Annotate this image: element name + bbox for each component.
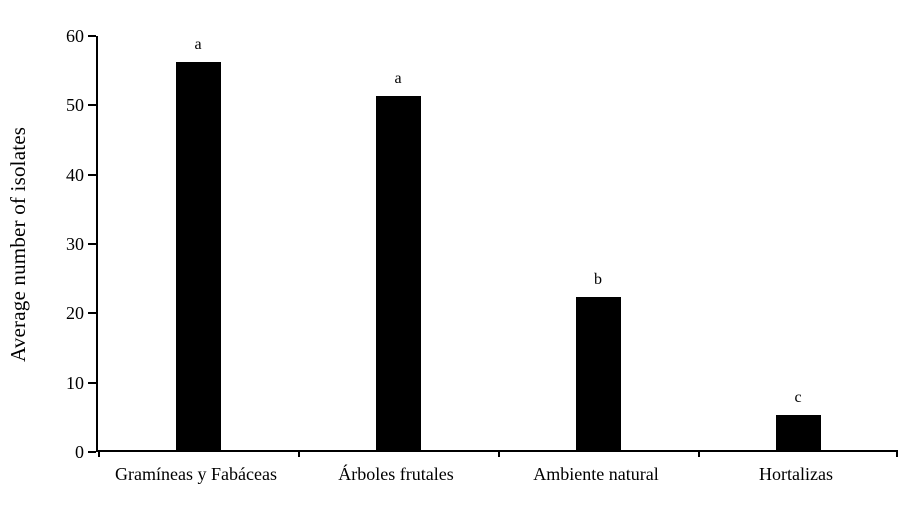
y-tick-mark xyxy=(88,173,96,176)
significance-letter: a xyxy=(194,36,202,53)
category-label: Hortalizas xyxy=(759,464,833,484)
significance-letter: c xyxy=(794,389,802,406)
x-tick-mark xyxy=(698,450,700,457)
y-tick-label: 0 xyxy=(75,442,84,462)
x-tick-mark xyxy=(298,450,300,457)
y-tick-label: 60 xyxy=(66,26,84,46)
y-tick-mark xyxy=(88,35,96,37)
y-tick-label: 40 xyxy=(66,164,84,185)
y-tick-mark xyxy=(88,381,96,384)
x-tick-mark xyxy=(896,450,898,457)
y-tick-mark xyxy=(88,243,96,245)
significance-letter: a xyxy=(394,70,402,87)
y-tick-mark xyxy=(88,312,96,315)
bar-1 xyxy=(175,62,221,450)
y-tick-label: 30 xyxy=(66,234,84,254)
y-tick-label: 50 xyxy=(66,95,84,116)
x-axis-labels: Gramíneas y Fabáceas Árboles frutales Ambi… xyxy=(96,464,896,486)
x-tick-mark xyxy=(98,450,100,457)
category-label: Árboles frutales xyxy=(338,464,454,484)
y-tick-label: 10 xyxy=(66,372,84,393)
x-tick-mark xyxy=(498,450,500,457)
y-tick-mark xyxy=(88,451,96,453)
category-label: Ambiente natural xyxy=(533,464,659,484)
significance-letter: b xyxy=(594,271,602,288)
plot-area: 0 10 20 30 40 50 60 a a b c xyxy=(66,27,898,461)
y-axis-title: Average number of isolates xyxy=(6,126,30,362)
category-label: Gramíneas y Fabáceas xyxy=(115,464,277,484)
y-tick-label: 20 xyxy=(66,303,84,324)
bar-4 xyxy=(775,415,821,450)
y-tick-mark xyxy=(88,104,96,107)
bar-3 xyxy=(575,297,621,450)
bar-2 xyxy=(375,96,421,450)
